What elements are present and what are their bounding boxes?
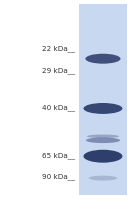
Ellipse shape (86, 138, 120, 143)
Text: 40 kDa__: 40 kDa__ (42, 104, 75, 111)
Ellipse shape (83, 150, 122, 163)
Text: 90 kDa__: 90 kDa__ (42, 174, 75, 180)
Ellipse shape (85, 54, 121, 64)
FancyBboxPatch shape (79, 4, 127, 195)
Ellipse shape (89, 176, 117, 181)
Ellipse shape (87, 135, 119, 138)
Text: 65 kDa__: 65 kDa__ (42, 152, 75, 159)
Ellipse shape (83, 103, 122, 114)
Text: 29 kDa__: 29 kDa__ (42, 67, 75, 74)
Text: 22 kDa__: 22 kDa__ (42, 45, 75, 52)
